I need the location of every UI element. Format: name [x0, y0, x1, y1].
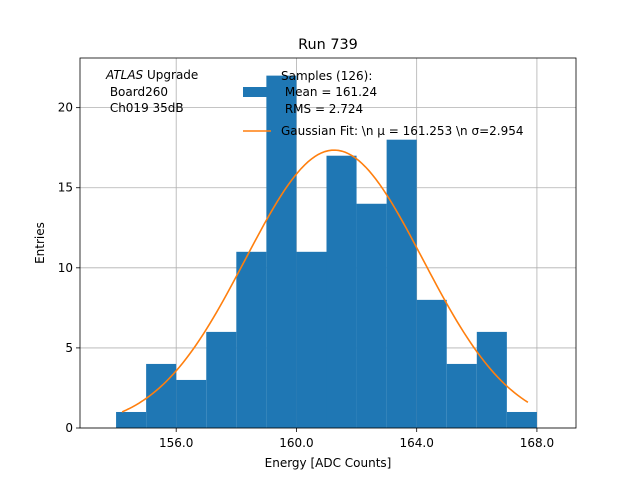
x-tick-label-2: 164.0 [399, 436, 433, 450]
histogram-bar-0 [116, 411, 147, 428]
chart-title: Run 739 [298, 37, 358, 53]
histogram-bar-7 [326, 155, 357, 428]
histogram-bar-2 [176, 379, 207, 428]
axis-ticks: 156.0 160.0 164.0 168.0 0 5 10 15 20 [58, 101, 554, 450]
x-axis-label: Energy [ADC Counts] [265, 456, 392, 470]
histogram-bar-1 [146, 363, 177, 428]
histogram-bar-9 [386, 139, 417, 429]
atlas-suffix: Upgrade [143, 68, 198, 82]
y-tick-label-2: 10 [58, 261, 73, 275]
fit-curve-layer [121, 149, 529, 413]
y-tick-label-1: 5 [65, 341, 73, 355]
atlas-annotation-line2: Board260 [106, 85, 168, 99]
atlas-word: ATLAS [105, 68, 144, 82]
atlas-annotation-line3: Ch019 35dB [106, 101, 184, 115]
atlas-annotation: ATLAS Upgrade Board260 Ch019 35dB [105, 68, 198, 115]
x-tick-label-1: 160.0 [279, 436, 313, 450]
y-tick-label-4: 20 [58, 101, 73, 115]
histogram-bar-13 [506, 411, 537, 428]
legend-hist-label-line3: RMS = 2.724 [281, 102, 363, 116]
legend-hist-swatch [243, 87, 271, 97]
x-tick-label-3: 168.0 [520, 436, 554, 450]
legend-fit-label: Gaussian Fit: \n μ = 161.253 \n σ=2.954 [281, 124, 524, 138]
x-tick-label-0: 156.0 [159, 436, 193, 450]
histogram-bar-5 [266, 75, 297, 428]
axes-frame [79, 57, 577, 429]
histogram-bar-4 [236, 251, 267, 428]
y-axis-label: Entries [33, 222, 47, 264]
legend: Samples (126): Mean = 161.24 RMS = 2.724… [243, 69, 524, 138]
histogram-bar-6 [296, 251, 327, 428]
y-tick-label-3: 15 [58, 181, 73, 195]
histogram-bar-3 [206, 331, 237, 428]
legend-hist-label-line2: Mean = 161.24 [281, 85, 377, 99]
legend-hist-label-line1: Samples (126): [281, 69, 372, 83]
histogram-bar-12 [476, 331, 507, 428]
y-tick-label-0: 0 [65, 421, 73, 435]
histogram-bar-11 [446, 363, 477, 428]
histogram-bar-10 [416, 299, 447, 428]
atlas-annotation-line1: ATLAS Upgrade [105, 68, 198, 82]
gaussian-fit-curve [121, 149, 529, 413]
histogram-bar-8 [356, 203, 387, 428]
histogram-bars [116, 75, 537, 429]
